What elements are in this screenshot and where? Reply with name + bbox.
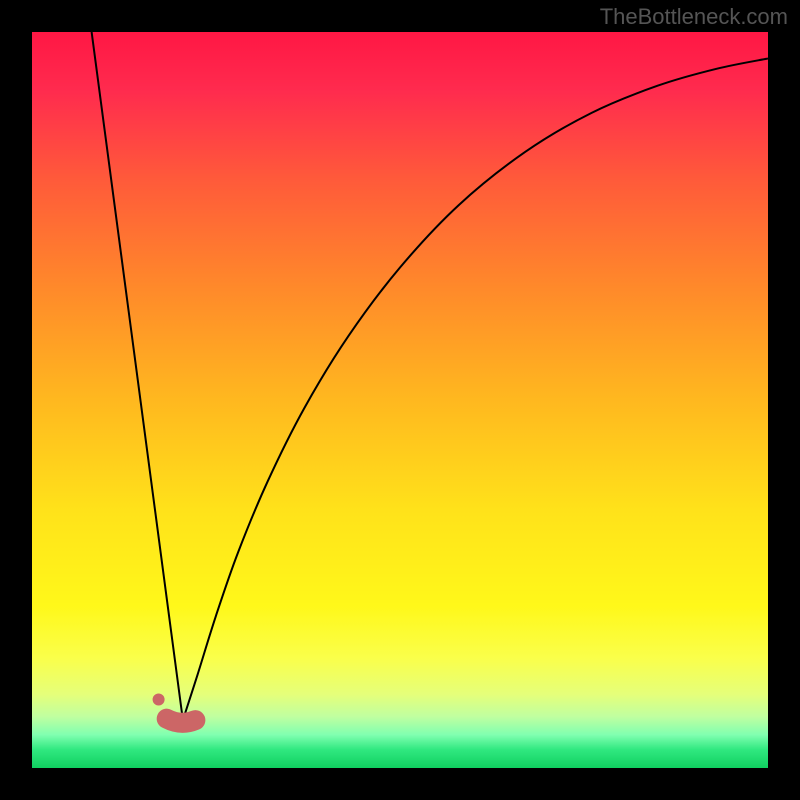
chart-frame: TheBottleneck.com [0,0,800,800]
plot-svg [32,32,768,768]
marker-worm [167,719,196,723]
gradient-background [32,32,768,768]
marker-point [153,694,165,706]
plot-area [32,32,768,768]
watermark-text: TheBottleneck.com [600,4,788,30]
